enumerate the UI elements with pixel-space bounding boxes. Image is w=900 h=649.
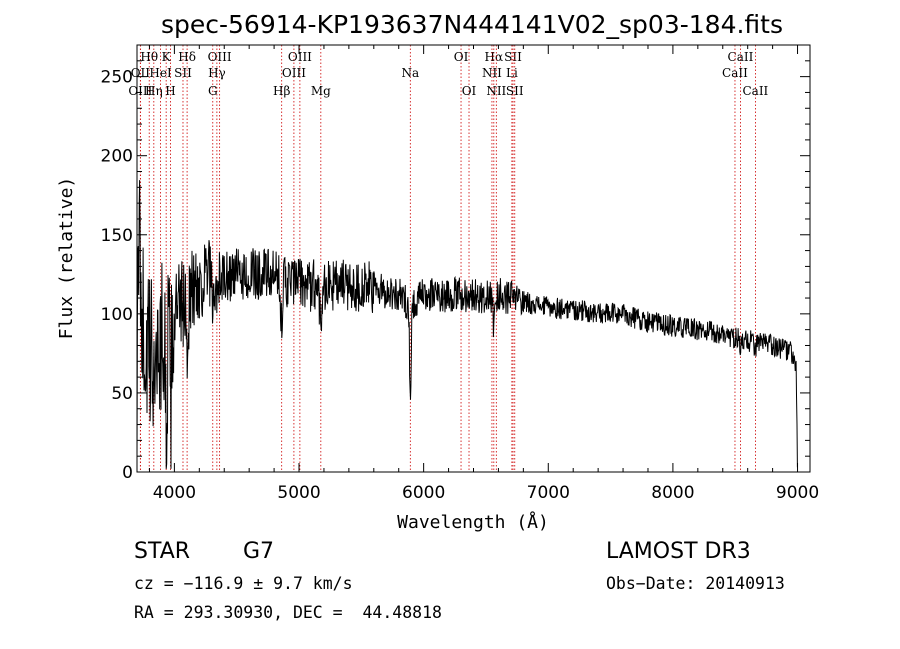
line-label: NII <box>486 84 506 98</box>
y-tick-label: 0 <box>122 463 133 483</box>
x-tick-label: 5000 <box>277 483 320 503</box>
line-label: K <box>162 50 172 64</box>
line-label: OI <box>454 50 469 64</box>
line-label: Na <box>401 66 419 80</box>
line-label: OIII <box>208 50 232 64</box>
object-class: STAR <box>134 539 191 564</box>
chart-title: spec-56914-KP193637N444141V02_sp03-184.f… <box>161 10 783 39</box>
y-axis: 0 50 100 150 200 250 <box>101 60 810 483</box>
x-axis-label: Wavelength (Å) <box>397 511 549 533</box>
line-label: NII <box>482 66 502 80</box>
survey-name: LAMOST DR3 <box>606 539 751 564</box>
x-tick-label: 4000 <box>153 483 196 503</box>
line-label: CaII <box>742 84 768 98</box>
y-tick-label: 200 <box>101 147 133 167</box>
redshift-text: cz = −116.9 ± 9.7 km/s <box>134 574 353 593</box>
line-label: Hγ <box>208 66 226 80</box>
line-label: OIII <box>282 66 306 80</box>
subclass: G7 <box>243 539 275 564</box>
x-tick-label: 8000 <box>651 483 694 503</box>
line-label: Mg <box>311 84 331 98</box>
line-label: OIII <box>128 84 152 98</box>
line-label: CaII <box>722 66 748 80</box>
line-label: SII <box>174 66 192 80</box>
line-label: SII <box>504 50 522 64</box>
x-tick-label: 6000 <box>402 483 445 503</box>
x-tick-label: 9000 <box>776 483 819 503</box>
line-label: Hη <box>145 84 163 98</box>
line-label: OI <box>462 84 477 98</box>
x-axis: 4000 5000 6000 7000 8000 9000 <box>148 45 819 503</box>
line-label: HeI <box>149 66 172 80</box>
obs-date: Obs−Date: 20140913 <box>606 574 785 593</box>
spectrum-chart: spec-56914-KP193637N444141V02_sp03-184.f… <box>56 10 819 533</box>
y-tick-label: 50 <box>111 384 133 404</box>
line-label: Hβ <box>273 84 290 98</box>
y-tick-label: 250 <box>101 68 133 88</box>
line-label: CaII <box>728 50 754 64</box>
spectrum-line <box>136 180 798 469</box>
y-axis-label: Flux (relative) <box>56 177 77 340</box>
line-label: H <box>165 84 175 98</box>
y-tick-label: 100 <box>101 305 133 325</box>
line-label: Li <box>506 66 518 80</box>
y-tick-label: 150 <box>101 226 133 246</box>
line-label: Hθ <box>140 50 158 64</box>
line-label: Hα <box>485 50 504 64</box>
line-label: Hδ <box>178 50 196 64</box>
line-label: OIII <box>288 50 312 64</box>
spectrum-series <box>136 180 798 469</box>
line-label: SII <box>506 84 524 98</box>
coordinates: RA = 293.30930, DEC = 44.48818 <box>134 603 442 622</box>
x-tick-label: 7000 <box>527 483 570 503</box>
line-label: G <box>208 84 218 98</box>
